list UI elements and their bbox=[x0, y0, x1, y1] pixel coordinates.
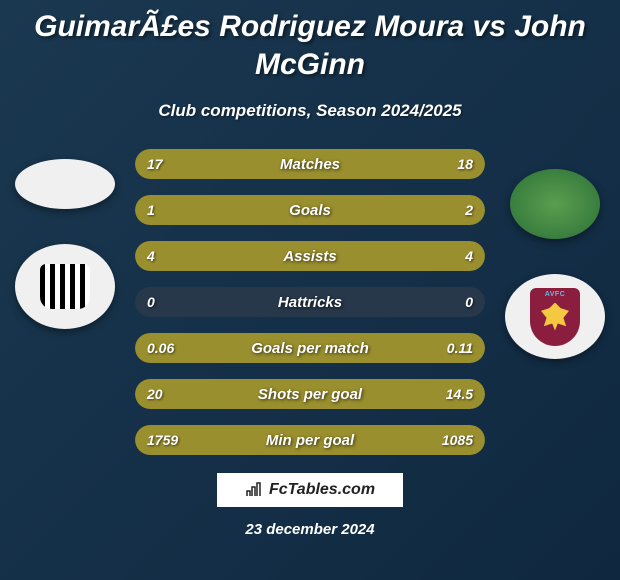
right-column: AVFC bbox=[490, 149, 620, 359]
stat-label: Hattricks bbox=[278, 294, 342, 311]
left-column bbox=[0, 149, 130, 329]
villa-text-icon: AVFC bbox=[545, 291, 566, 298]
player1-club-badge bbox=[15, 244, 115, 329]
stat-label: Shots per goal bbox=[258, 386, 362, 403]
stat-label: Matches bbox=[280, 156, 340, 173]
stat-value-left: 17 bbox=[147, 156, 163, 172]
player1-avatar bbox=[15, 159, 115, 209]
stat-bar: 17 18 Matches bbox=[135, 149, 485, 179]
comparison-card: GuimarÃ£es Rodriguez Moura vs John McGin… bbox=[0, 0, 620, 580]
stat-bar: 1759 1085 Min per goal bbox=[135, 425, 485, 455]
stat-value-right: 1085 bbox=[442, 432, 473, 448]
stat-value-left: 1759 bbox=[147, 432, 178, 448]
villa-lion-icon bbox=[541, 303, 569, 331]
villa-crest-icon: AVFC bbox=[530, 288, 580, 346]
stat-bar: 4 4 Assists bbox=[135, 241, 485, 271]
stat-label: Goals bbox=[289, 202, 331, 219]
chart-icon bbox=[245, 481, 263, 499]
stat-value-right: 2 bbox=[465, 202, 473, 218]
stat-bar: 20 14.5 Shots per goal bbox=[135, 379, 485, 409]
stat-label: Assists bbox=[283, 248, 336, 265]
stat-bar: 1 2 Goals bbox=[135, 195, 485, 225]
stat-value-right: 14.5 bbox=[446, 386, 473, 402]
stat-value-right: 0 bbox=[465, 294, 473, 310]
newcastle-crest-icon bbox=[40, 264, 90, 309]
stat-value-right: 18 bbox=[457, 156, 473, 172]
stat-value-left: 0.06 bbox=[147, 340, 174, 356]
player2-avatar bbox=[510, 169, 600, 239]
stats-column: 17 18 Matches 1 2 Goals 4 4 Assists 0 0 Hattricks 0.… bbox=[130, 149, 490, 455]
stat-label: Goals per match bbox=[251, 340, 369, 357]
stat-value-left: 4 bbox=[147, 248, 155, 264]
stat-bar: 0.06 0.11 Goals per match bbox=[135, 333, 485, 363]
content-row: 17 18 Matches 1 2 Goals 4 4 Assists 0 0 Hattricks 0.… bbox=[0, 149, 620, 455]
footer-date: 23 december 2024 bbox=[245, 521, 374, 538]
subtitle: Club competitions, Season 2024/2025 bbox=[158, 101, 461, 121]
player2-club-badge: AVFC bbox=[505, 274, 605, 359]
page-title: GuimarÃ£es Rodriguez Moura vs John McGin… bbox=[0, 8, 620, 83]
stat-bar: 0 0 Hattricks bbox=[135, 287, 485, 317]
stat-value-right: 0.11 bbox=[447, 340, 473, 356]
branding-text: FcTables.com bbox=[269, 481, 375, 499]
stat-value-left: 20 bbox=[147, 386, 163, 402]
stat-value-right: 4 bbox=[465, 248, 473, 264]
stat-value-left: 1 bbox=[147, 202, 155, 218]
stat-fill-right bbox=[252, 195, 485, 225]
branding-badge: FcTables.com bbox=[217, 473, 403, 507]
stat-value-left: 0 bbox=[147, 294, 155, 310]
stat-label: Min per goal bbox=[266, 432, 354, 449]
